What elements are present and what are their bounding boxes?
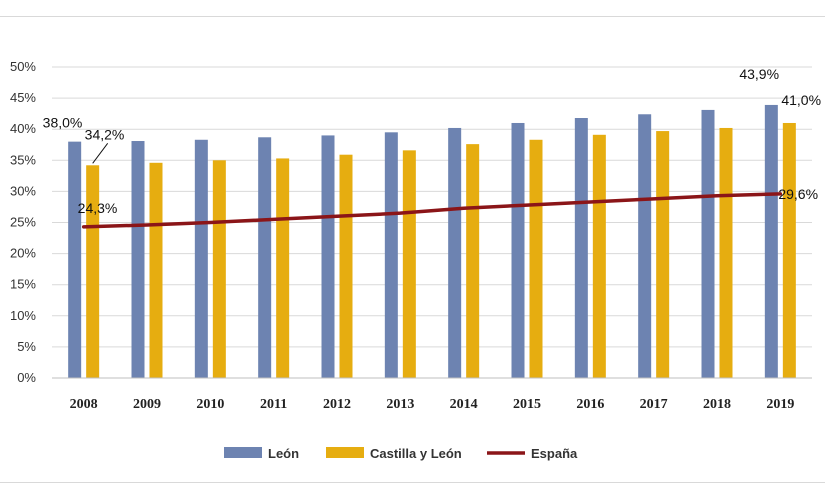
data-label: 29,6% <box>778 186 818 202</box>
label-leader-line <box>92 142 109 164</box>
bar-castilla-y-leon <box>656 131 670 378</box>
y-tick-label: 35% <box>10 152 36 167</box>
x-tick-label: 2009 <box>133 397 161 412</box>
bar-castilla-y-leon <box>466 144 480 378</box>
x-tick-label: 2015 <box>513 397 541 412</box>
legend-label-castilla-y-leon: Castilla y León <box>370 446 462 461</box>
bar-castilla-y-leon <box>719 127 733 379</box>
y-tick-label: 30% <box>10 183 36 198</box>
y-tick-label: 15% <box>10 277 36 292</box>
bottom-border <box>0 482 825 483</box>
x-tick-label: 2011 <box>260 397 287 412</box>
bar-castilla-y-leon <box>782 122 796 378</box>
bar-leon <box>68 141 82 378</box>
data-label: 24,3% <box>78 200 118 216</box>
data-label: 43,9% <box>739 66 779 82</box>
y-tick-label: 0% <box>17 370 36 385</box>
y-axis: 0% 5% 10% 15% 20% 25% 30% 35% 40% 45% 50% <box>10 59 36 385</box>
bar-leon <box>384 132 398 378</box>
data-labels: 38,0%34,2% 24,3% 43,9%41,0% 29,6% <box>43 66 821 216</box>
bar-leon <box>131 141 145 378</box>
y-tick-label: 40% <box>10 121 36 136</box>
bar-leon <box>448 127 462 379</box>
legend: León Castilla y León España <box>224 446 578 461</box>
bar-castilla-y-leon <box>529 139 543 378</box>
bar-leon <box>574 118 588 378</box>
data-label: 34,2% <box>85 126 125 142</box>
x-tick-label: 2018 <box>703 397 731 412</box>
data-label: 38,0% <box>43 115 83 131</box>
y-tick-label: 45% <box>10 90 36 105</box>
x-tick-label: 2013 <box>386 397 414 412</box>
y-tick-label: 10% <box>10 308 36 323</box>
bar-castilla-y-leon <box>339 154 353 378</box>
line-espana <box>81 192 783 229</box>
top-border <box>0 16 825 17</box>
bar-leon <box>764 104 778 378</box>
legend-swatch-leon <box>224 447 262 458</box>
y-tick-label: 5% <box>17 339 36 354</box>
bars <box>68 104 796 379</box>
legend-label-leon: León <box>268 446 299 461</box>
bar-castilla-y-leon <box>149 162 163 378</box>
bar-castilla-y-leon <box>402 150 416 378</box>
x-tick-label: 2019 <box>766 397 794 412</box>
y-tick-label: 50% <box>10 59 36 74</box>
y-tick-label: 25% <box>10 215 36 230</box>
bar-castilla-y-leon <box>592 134 606 378</box>
bar-leon <box>701 109 715 378</box>
legend-swatch-castilla-y-leon <box>326 447 364 458</box>
x-tick-label: 2017 <box>640 397 668 412</box>
x-tick-label: 2012 <box>323 397 351 412</box>
bar-castilla-y-leon <box>86 165 100 378</box>
bar-leon <box>194 139 208 378</box>
x-tick-label: 2014 <box>450 397 478 412</box>
line-series <box>81 192 783 229</box>
y-tick-label: 20% <box>10 246 36 261</box>
x-tick-label: 2016 <box>576 397 604 412</box>
bar-leon <box>511 122 525 378</box>
bar-leon <box>258 137 272 378</box>
bar-leon <box>638 114 652 378</box>
bar-castilla-y-leon <box>212 160 226 378</box>
x-axis: 2008 2009 2010 2011 2012 2013 2014 2015 2016 2017… <box>52 377 812 412</box>
legend-label-espana: España <box>531 446 578 461</box>
x-tick-label: 2008 <box>70 397 98 412</box>
bar-leon <box>321 135 335 378</box>
data-label: 41,0% <box>781 92 821 108</box>
bar-castilla-y-leon <box>276 158 290 378</box>
x-tick-label: 2010 <box>196 397 224 412</box>
